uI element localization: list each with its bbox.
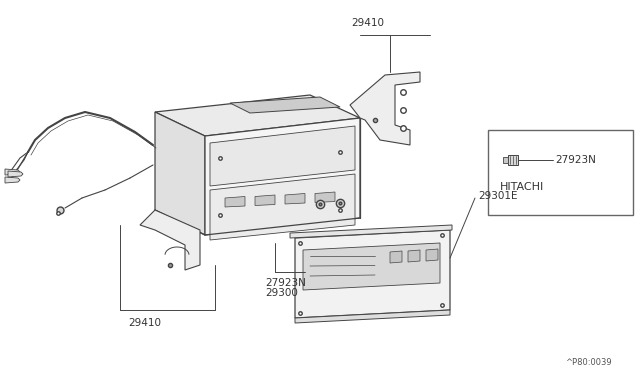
Polygon shape — [230, 97, 340, 113]
Polygon shape — [508, 155, 518, 165]
Polygon shape — [225, 196, 245, 207]
Text: 27923N: 27923N — [265, 278, 306, 288]
Text: 27923N: 27923N — [555, 155, 596, 165]
Polygon shape — [285, 193, 305, 204]
Text: ^P80:0039: ^P80:0039 — [565, 358, 612, 367]
Polygon shape — [255, 195, 275, 205]
Polygon shape — [408, 250, 420, 262]
Polygon shape — [155, 95, 360, 136]
Text: 29300: 29300 — [265, 288, 298, 298]
Polygon shape — [210, 126, 355, 186]
Text: 29301E: 29301E — [478, 191, 518, 201]
Polygon shape — [350, 72, 420, 145]
Polygon shape — [290, 225, 452, 238]
Polygon shape — [5, 169, 20, 175]
Polygon shape — [140, 210, 200, 270]
Bar — [488, 130, 633, 215]
Polygon shape — [426, 249, 438, 261]
Polygon shape — [503, 157, 508, 163]
Polygon shape — [295, 310, 450, 323]
Polygon shape — [8, 171, 23, 177]
Polygon shape — [155, 112, 205, 235]
Polygon shape — [315, 192, 335, 202]
Polygon shape — [303, 243, 440, 290]
Text: HITACHI: HITACHI — [500, 182, 544, 192]
Polygon shape — [295, 230, 450, 318]
Text: 29410: 29410 — [351, 18, 385, 28]
Polygon shape — [5, 177, 20, 183]
Polygon shape — [205, 118, 360, 235]
Polygon shape — [210, 174, 355, 240]
Polygon shape — [390, 251, 402, 263]
Text: 29410: 29410 — [129, 318, 161, 328]
